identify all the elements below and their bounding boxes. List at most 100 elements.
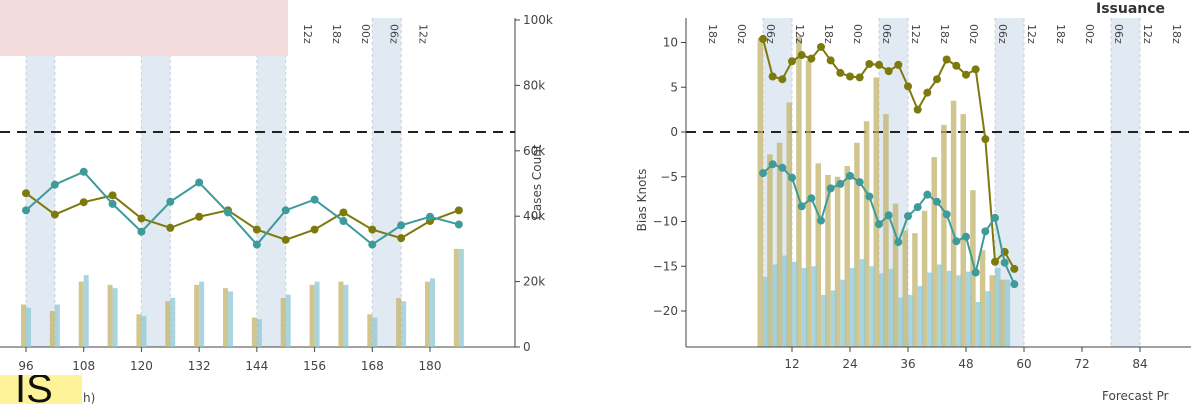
series-point xyxy=(1010,280,1019,289)
utc-time-label: 12z xyxy=(301,24,314,44)
x-tick-label: 120 xyxy=(130,359,153,373)
bar-mark xyxy=(26,307,31,347)
right-y-tick-label: 20k xyxy=(523,275,545,289)
utc-time-label: 06z xyxy=(996,24,1009,44)
utc-time-label: 12z xyxy=(1025,24,1038,44)
bar-mark xyxy=(859,259,866,347)
x-tick-label: 108 xyxy=(72,359,95,373)
bar-mark xyxy=(999,279,1005,347)
bar-mark xyxy=(854,142,860,347)
bar-mark xyxy=(892,203,899,347)
bar-mark xyxy=(902,230,908,347)
bar-mark xyxy=(285,294,291,347)
bar-mark xyxy=(883,114,889,347)
bar-mark xyxy=(372,317,378,347)
overlay-pink-box xyxy=(0,0,288,56)
series-point xyxy=(836,179,845,188)
bar-mark xyxy=(107,284,113,347)
utc-time-label: 06z xyxy=(388,24,401,44)
bar-mark xyxy=(170,297,176,347)
x-tick-label: 12 xyxy=(784,357,799,371)
series-point xyxy=(310,225,319,234)
bar-mark xyxy=(757,38,763,347)
bar-mark xyxy=(888,268,895,347)
series-point xyxy=(454,206,463,215)
bar-mark xyxy=(840,279,846,347)
series-point xyxy=(817,42,825,51)
x-tick-label: 144 xyxy=(245,359,268,373)
utc-time-label: 12z xyxy=(909,24,922,44)
right-plot-area xyxy=(686,18,1191,347)
bar-mark xyxy=(401,301,407,347)
bar-mark xyxy=(811,266,817,347)
chart-title: Issuance xyxy=(1096,1,1165,17)
series-point xyxy=(22,189,30,198)
overlay-yellow-box: IS xyxy=(0,375,82,404)
bar-mark xyxy=(453,248,459,347)
bar-mark xyxy=(792,261,798,347)
bar-mark xyxy=(141,315,147,347)
series-point xyxy=(426,212,434,221)
bar-mark xyxy=(821,294,827,347)
series-point xyxy=(50,180,59,189)
bar-mark xyxy=(430,278,435,347)
series-point xyxy=(913,105,922,114)
bar-mark xyxy=(136,314,142,347)
series-point xyxy=(807,194,816,203)
series-point xyxy=(846,171,854,180)
series-point xyxy=(252,225,261,234)
series-point xyxy=(778,75,787,84)
series-point xyxy=(79,198,88,207)
y-tick-label: 5 xyxy=(670,80,678,94)
series-point xyxy=(759,169,767,178)
bar-mark xyxy=(975,302,982,347)
bar-mark xyxy=(960,114,966,347)
y-tick-label: −5 xyxy=(660,170,678,184)
bar-mark xyxy=(83,275,89,347)
bar-mark xyxy=(251,317,257,347)
bar-mark xyxy=(850,268,856,347)
bar-mark xyxy=(966,271,972,347)
bar-mark xyxy=(985,291,991,347)
series-point xyxy=(788,57,796,66)
series-point xyxy=(836,68,845,77)
shaded-band xyxy=(372,18,402,347)
series-point xyxy=(788,173,796,182)
series-point xyxy=(923,88,932,97)
bar-mark xyxy=(912,233,918,347)
bar-mark xyxy=(863,121,870,347)
series-point xyxy=(339,217,348,226)
series-point xyxy=(807,54,816,63)
bar-mark xyxy=(917,285,924,347)
series-point xyxy=(971,268,980,277)
bar-mark xyxy=(995,268,1001,347)
series-point xyxy=(195,178,204,187)
utc-time-label: 00z xyxy=(851,24,864,44)
series-point xyxy=(137,227,146,236)
bar-mark xyxy=(931,157,937,347)
utc-time-label: 18z xyxy=(938,24,951,44)
bar-mark xyxy=(280,297,286,347)
bar-mark xyxy=(873,77,879,347)
bar-mark xyxy=(21,304,26,347)
x-tick-label: 24 xyxy=(842,357,857,371)
bar-mark xyxy=(367,314,373,347)
bar-mark xyxy=(898,297,904,347)
bar-mark xyxy=(815,163,821,347)
series-point xyxy=(952,237,961,246)
series-point xyxy=(894,60,903,69)
series-point xyxy=(991,213,999,222)
series-point xyxy=(855,178,864,187)
bar-mark xyxy=(989,275,995,347)
y-axis-label: Bias Knots xyxy=(635,169,649,232)
x-tick-label: 156 xyxy=(303,359,326,373)
bar-mark xyxy=(194,284,200,347)
bar-mark xyxy=(834,176,841,347)
bar-mark xyxy=(805,60,812,347)
utc-time-label: 06z xyxy=(1112,24,1125,44)
utc-time-label: 00z xyxy=(1083,24,1096,44)
bar-mark xyxy=(112,288,118,347)
y-tick-label: 10 xyxy=(663,36,678,50)
series-point xyxy=(22,206,30,215)
bar-mark xyxy=(956,275,962,347)
